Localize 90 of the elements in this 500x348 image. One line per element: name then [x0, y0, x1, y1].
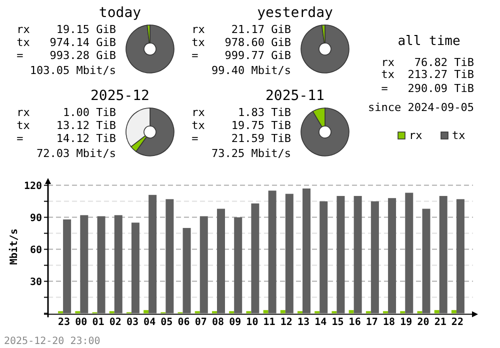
bar: [451, 310, 456, 314]
x-tick-label: 11: [263, 317, 276, 328]
bar: [336, 196, 345, 314]
bar: [439, 196, 448, 314]
text: all time: [398, 34, 460, 49]
x-tick-label: 23: [58, 317, 70, 328]
bar: [148, 194, 157, 314]
bar: [97, 216, 106, 314]
chart-title: 2025-12: [90, 88, 150, 104]
x-tick-label: 18: [383, 317, 396, 328]
text: 72.03 Mbit/s: [36, 147, 116, 160]
text: rx 19.15 GiB: [16, 23, 116, 36]
y-tick-label: 60: [30, 244, 42, 256]
legend-label: tx: [452, 129, 466, 142]
legend-label: rx: [409, 129, 423, 142]
bar: [456, 199, 464, 314]
text: 103.05 Mbit/s: [30, 64, 116, 77]
x-tick-label: 08: [212, 317, 224, 328]
text: tx 978.60 GiB: [192, 36, 292, 49]
bar: [80, 215, 88, 314]
bar: [320, 201, 328, 314]
bar: [422, 208, 430, 314]
x-tick-label: 20: [417, 317, 430, 328]
bar: [405, 192, 414, 314]
text: = 999.77 GiB: [192, 49, 292, 62]
x-tick-label: 13: [297, 317, 310, 328]
donut-slice: [126, 24, 174, 74]
text: rx 1.00 TiB: [16, 106, 116, 119]
donut-slice: [300, 24, 350, 74]
x-tick-label: 19: [400, 317, 412, 328]
bar: [63, 219, 72, 314]
bar: [251, 203, 260, 314]
chart-title: yesterday: [257, 5, 333, 21]
x-tick-label: 21: [434, 317, 446, 328]
bar: [216, 208, 225, 314]
x-tick-label: 09: [229, 317, 242, 328]
text: rx 1.83 TiB: [192, 106, 292, 119]
text: 99.40 Mbit/s: [212, 64, 291, 77]
bar: [348, 310, 354, 314]
bar: [182, 228, 191, 314]
x-tick-label: 03: [126, 317, 138, 328]
x-tick-label: 01: [92, 317, 104, 328]
y-tick-label: 30: [30, 276, 42, 288]
text: tx 19.75 TiB: [192, 119, 292, 132]
text: tx 213.27 TiB: [381, 68, 474, 81]
x-tick-label: 04: [144, 317, 156, 328]
x-tick-label: 17: [366, 317, 378, 328]
y-axis-title: Mbit/s: [8, 228, 20, 265]
text: rx 76.82 TiB: [381, 56, 474, 69]
chart-title: today: [98, 5, 142, 21]
text: rx 21.17 GiB: [192, 23, 292, 36]
text: tx 13.12 TiB: [16, 119, 116, 132]
y-tick-label: 90: [30, 212, 42, 224]
bar: [234, 217, 242, 314]
bar: [434, 310, 440, 314]
bar: [131, 222, 140, 314]
y-tick-label: 120: [24, 180, 42, 192]
x-tick-label: 12: [280, 317, 292, 328]
bar: [370, 201, 379, 314]
x-tick-label: 15: [332, 317, 344, 328]
bar: [388, 198, 396, 314]
text: since 2024-09-05: [368, 101, 474, 114]
text: tx 974.14 GiB: [16, 36, 116, 49]
x-tick-label: 14: [314, 317, 327, 328]
text: 2025-12-20 23:00: [4, 336, 100, 347]
text: = 14.12 TiB: [16, 132, 116, 145]
x-tick-label: 05: [160, 317, 173, 328]
bar: [263, 310, 268, 314]
text: = 290.09 TiB: [381, 82, 474, 95]
bar: [144, 310, 149, 314]
donut-slice: [300, 108, 350, 156]
bar: [302, 188, 311, 314]
x-tick-label: 06: [178, 317, 190, 328]
text: = 21.59 TiB: [192, 132, 292, 145]
x-tick-label: 02: [109, 317, 122, 328]
bar: [200, 216, 208, 314]
bar: [285, 194, 294, 314]
x-tick-label: 22: [451, 317, 464, 328]
bar: [354, 196, 362, 314]
x-tick-label: 00: [75, 317, 88, 328]
x-tick-label: 16: [348, 317, 361, 328]
bar: [268, 190, 276, 314]
text: 73.25 Mbit/s: [212, 147, 291, 160]
x-tick-label: 07: [194, 317, 207, 328]
x-tick-label: 10: [246, 317, 258, 328]
bar: [280, 310, 286, 314]
chart-title: 2025-11: [265, 88, 325, 104]
text: = 993.28 GiB: [16, 49, 116, 62]
bar: [114, 215, 122, 314]
bar: [166, 199, 174, 314]
